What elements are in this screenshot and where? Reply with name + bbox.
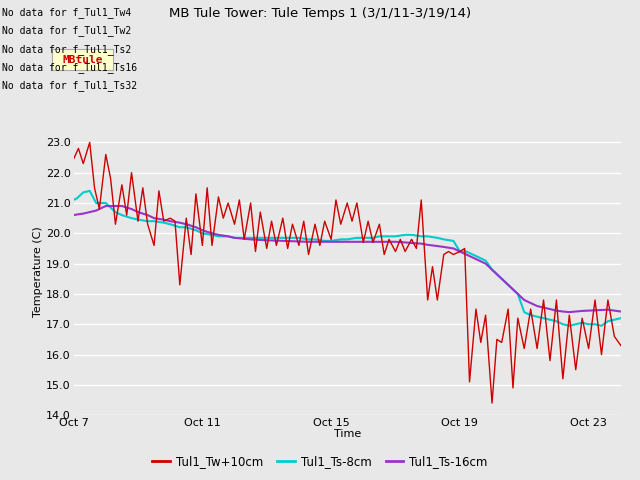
Legend: Tul1_Tw+10cm, Tul1_Ts-8cm, Tul1_Ts-16cm: Tul1_Tw+10cm, Tul1_Ts-8cm, Tul1_Ts-16cm — [147, 451, 493, 473]
Y-axis label: Temperature (C): Temperature (C) — [33, 226, 43, 317]
Text: MB Tule Tower: Tule Temps 1 (3/1/11-3/19/14): MB Tule Tower: Tule Temps 1 (3/1/11-3/19… — [169, 7, 471, 20]
Text: No data for f_Tul1_Tw2: No data for f_Tul1_Tw2 — [2, 25, 131, 36]
Text: MBtule: MBtule — [63, 55, 103, 64]
X-axis label: Time: Time — [333, 430, 361, 439]
Text: No data for f_Tul1_Ts2: No data for f_Tul1_Ts2 — [2, 44, 131, 55]
Text: No data for f_Tul1_Ts16: No data for f_Tul1_Ts16 — [2, 62, 137, 73]
Text: No data for f_Tul1_Ts32: No data for f_Tul1_Ts32 — [2, 80, 137, 91]
Text: No data for f_Tul1_Tw4: No data for f_Tul1_Tw4 — [2, 7, 131, 18]
